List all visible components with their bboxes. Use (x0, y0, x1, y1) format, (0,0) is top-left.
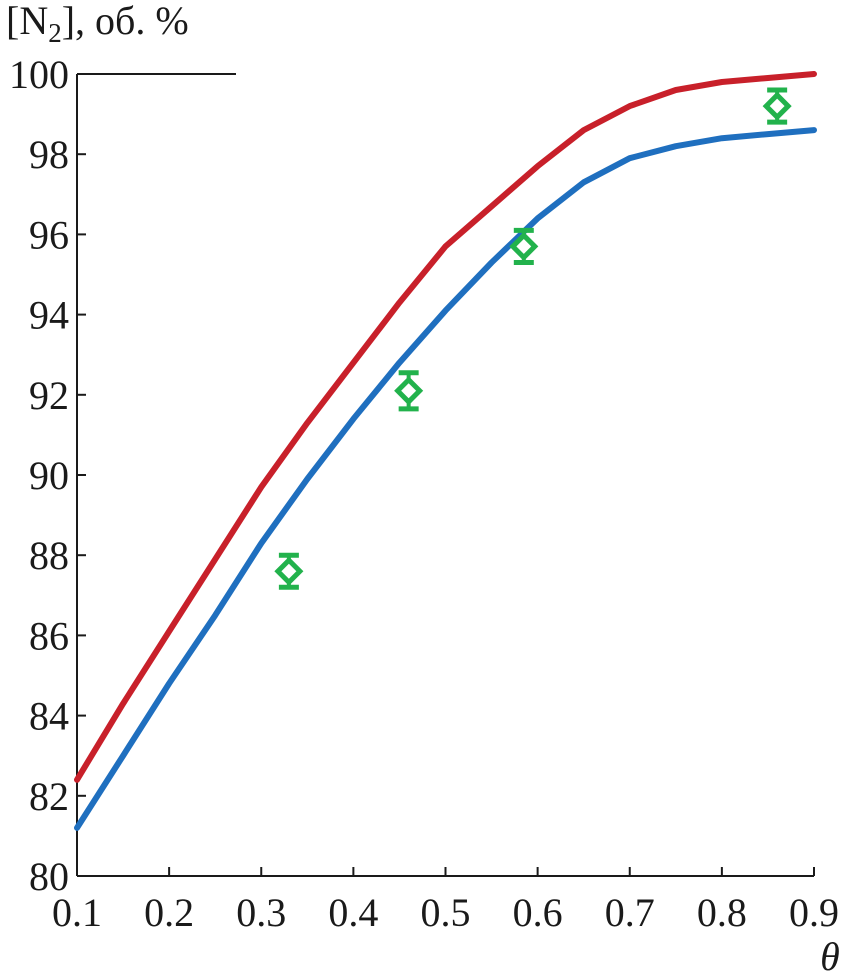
y-axis-title-open: [N (6, 0, 48, 43)
plot-area (74, 71, 817, 831)
x-tick-label: 0.9 (789, 890, 839, 935)
diamond-marker (762, 91, 792, 121)
series-line-2 (74, 127, 817, 831)
y-tick-label: 92 (29, 373, 69, 418)
x-axis-title: θ (820, 934, 840, 979)
x-tick-label: 0.7 (605, 890, 655, 935)
data-point (762, 87, 792, 125)
diamond-marker (509, 231, 539, 261)
x-tick-label: 0.4 (328, 890, 378, 935)
x-tick-label: 0.1 (52, 890, 102, 935)
y-axis-title-sub: 2 (48, 18, 62, 48)
diamond-marker (274, 556, 304, 586)
series-line-1 (74, 71, 817, 783)
x-tick-label: 0.2 (144, 890, 194, 935)
x-tick-label: 0.6 (513, 890, 563, 935)
y-tick-label: 80 (29, 854, 69, 899)
y-tick-label: 90 (29, 453, 69, 498)
x-tick-label: 0.8 (697, 890, 747, 935)
y-tick-label: 82 (29, 774, 69, 819)
data-point (509, 227, 539, 265)
y-axis-title-close: ], об. % (62, 0, 189, 43)
y-tick-label: 86 (29, 613, 69, 658)
axes: 80 82 84 86 88 90 92 94 96 98 100 0.1 0.2 0.3 0.4 0.5 0.… (9, 52, 839, 935)
y-tick-label: 96 (29, 212, 69, 257)
y-tick-label: 100 (9, 52, 69, 97)
diamond-marker (394, 376, 424, 406)
data-point (394, 370, 424, 412)
y-tick-label: 98 (29, 132, 69, 177)
x-tick-label: 0.5 (421, 890, 471, 935)
y-tick-label: 88 (29, 533, 69, 578)
y-tick-label: 94 (29, 293, 69, 338)
x-tick-label: 0.3 (236, 890, 286, 935)
data-point (274, 552, 304, 590)
y-tick-label: 84 (29, 694, 69, 739)
y-axis-title: [N2], об. % (6, 0, 189, 48)
